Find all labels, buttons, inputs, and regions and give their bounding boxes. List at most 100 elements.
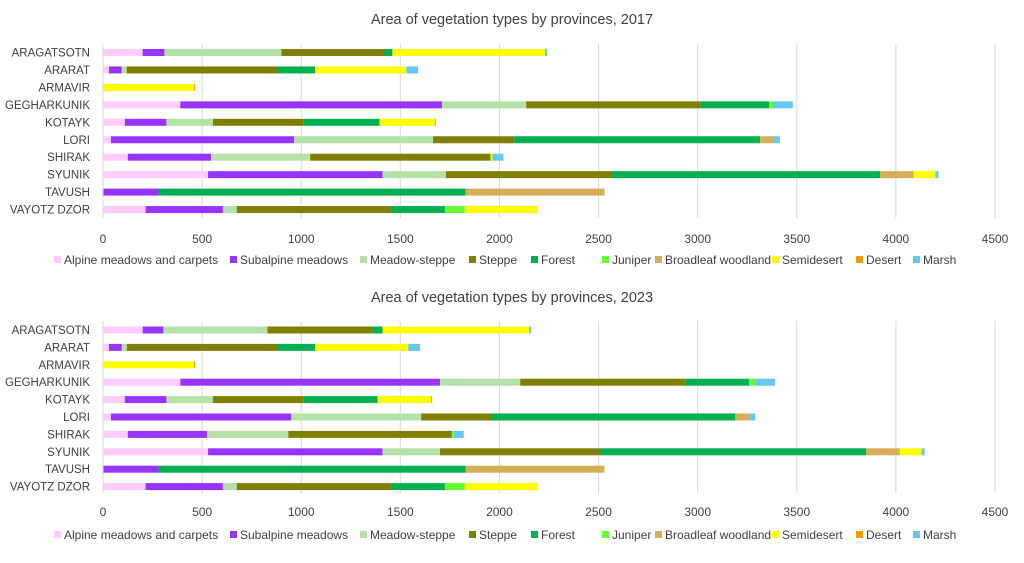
- x-tick-label: 4500: [982, 232, 1009, 246]
- bar-segment-steppe-lori: [421, 413, 492, 421]
- legend-swatch-juniper: [602, 531, 609, 538]
- category-label-ararat: ARARAT: [44, 342, 90, 354]
- bar-segment-subalpine-meadows-syunik: [208, 171, 383, 179]
- category-label-syunik: SYUNIK: [47, 447, 90, 459]
- legend-label-broadleaf-woodland: Broadleaf woodland: [665, 253, 771, 267]
- bar-segment-steppe-vayotz-dzor: [236, 206, 392, 214]
- bar-segment-alpine-meadows-and-carpets-vayotz-dzor: [103, 206, 146, 214]
- bar-segment-subalpine-meadows-syunik: [208, 448, 383, 456]
- bar-segment-alpine-meadows-and-carpets-shirak: [103, 153, 128, 161]
- bar-segment-meadow-steppe-shirak: [207, 430, 289, 438]
- x-tick-label: 4500: [982, 505, 1009, 519]
- bar-segment-forest-gegharkunik: [684, 378, 750, 386]
- bar-segment-semidesert-vayotz-dzor: [464, 483, 539, 491]
- bar-segment-marsh-aragatsotn: [545, 49, 548, 56]
- chart-title: Area of vegetation types by provinces, 2…: [371, 290, 653, 306]
- bar-segment-steppe-shirak: [310, 153, 491, 161]
- bar-segment-forest-vayotz-dzor: [391, 483, 445, 491]
- bar-segment-marsh-shirak: [453, 430, 464, 438]
- bar-segment-forest-gegharkunik: [700, 101, 770, 109]
- x-tick-label: 2000: [486, 232, 513, 246]
- bar-segment-steppe-gegharkunik: [526, 101, 701, 109]
- category-label-tavush: TAVUSH: [45, 464, 90, 476]
- category-label-aragatsotn: ARAGATSOTN: [12, 48, 90, 60]
- bar-segment-subalpine-meadows-shirak: [127, 430, 208, 438]
- bar-segment-semidesert-aragatsotn: [392, 49, 546, 56]
- bar-segment-subalpine-meadows-gegharkunik: [180, 378, 440, 386]
- bar-segment-forest-ararat: [277, 66, 316, 74]
- category-label-lori: LORI: [63, 135, 90, 147]
- bar-segment-forest-lori: [514, 136, 761, 144]
- bar-segment-steppe-kotayk: [213, 118, 304, 126]
- bar-segment-marsh-syunik: [921, 448, 925, 456]
- bar-segment-steppe-syunik: [439, 448, 601, 456]
- bar-segment-subalpine-meadows-shirak: [127, 153, 212, 161]
- bar-segment-alpine-meadows-and-carpets-syunik: [103, 171, 209, 179]
- x-tick-label: 500: [192, 505, 212, 519]
- bar-segment-subalpine-meadows-vayotz-dzor: [145, 483, 223, 491]
- bar-segment-meadow-steppe-shirak: [211, 153, 311, 161]
- x-tick-label: 2500: [585, 232, 612, 246]
- bar-segment-meadow-steppe-gegharkunik: [439, 378, 521, 386]
- bar-segment-broadleaf-woodland-syunik: [880, 171, 914, 179]
- category-label-tavush: TAVUSH: [45, 187, 90, 199]
- x-tick-label: 500: [192, 232, 212, 246]
- bar-segment-alpine-meadows-and-carpets-gegharkunik: [103, 101, 181, 109]
- x-tick-label: 1500: [387, 232, 414, 246]
- legend-label-semidesert: Semidesert: [782, 253, 843, 267]
- bar-segment-subalpine-meadows-gegharkunik: [180, 101, 442, 109]
- bar-segment-forest-syunik: [600, 448, 867, 456]
- x-tick-label: 3500: [783, 505, 810, 519]
- category-label-armavir: ARMAVIR: [38, 360, 90, 372]
- bar-segment-subalpine-meadows-aragatsotn: [142, 326, 164, 334]
- bar-segment-alpine-meadows-and-carpets-aragatsotn: [103, 49, 143, 56]
- bar-segment-forest-tavush: [158, 188, 466, 196]
- legend-label-subalpine-meadows: Subalpine meadows: [240, 528, 348, 542]
- category-label-shirak: SHIRAK: [47, 429, 90, 441]
- bar-segment-forest-aragatsotn: [372, 326, 383, 334]
- bar-segment-subalpine-meadows-tavush: [103, 188, 159, 196]
- bar-segment-juniper-gegharkunik: [769, 101, 773, 109]
- bar-segment-forest-tavush: [158, 465, 466, 473]
- bar-segment-alpine-meadows-and-carpets-aragatsotn: [103, 326, 143, 334]
- legend-swatch-semidesert: [772, 531, 779, 538]
- bar-segment-steppe-ararat: [126, 343, 278, 351]
- bar-segment-subalpine-meadows-kotayk: [124, 118, 167, 126]
- category-label-vayotz-dzor: VAYOTZ DZOR: [10, 205, 90, 217]
- x-tick-label: 2000: [486, 505, 513, 519]
- category-label-kotayk: KOTAYK: [45, 395, 90, 407]
- bar-segment-alpine-meadows-and-carpets-kotayk: [103, 396, 125, 404]
- legend-swatch-forest: [531, 531, 538, 538]
- bar-segment-meadow-steppe-aragatsotn: [163, 326, 268, 334]
- bar-segment-marsh-lori: [773, 136, 780, 144]
- legend-label-marsh: Marsh: [923, 528, 956, 542]
- bar-segment-subalpine-meadows-vayotz-dzor: [145, 206, 223, 214]
- bar-segment-alpine-meadows-and-carpets-ararat: [103, 343, 109, 351]
- bar-segment-forest-vayotz-dzor: [391, 206, 445, 214]
- bar-segment-marsh-gegharkunik: [755, 378, 775, 386]
- bar-segment-semidesert-aragatsotn: [382, 326, 530, 334]
- bar-segment-subalpine-meadows-tavush: [103, 465, 159, 473]
- x-tick-label: 3500: [783, 232, 810, 246]
- bar-segment-desert-armavir: [194, 361, 196, 369]
- bar-segment-desert-armavir: [194, 83, 196, 91]
- bar-segment-subalpine-meadows-ararat: [108, 66, 122, 74]
- bar-segment-semidesert-kotayk: [377, 396, 432, 404]
- x-tick-label: 3000: [684, 505, 711, 519]
- legend-label-forest: Forest: [541, 528, 576, 542]
- bar-segment-marsh-aragatsotn: [529, 326, 532, 334]
- bar-segment-forest-syunik: [611, 171, 881, 179]
- category-label-syunik: SYUNIK: [47, 170, 90, 182]
- bar-segment-meadow-steppe-syunik: [382, 171, 446, 179]
- legend-label-forest: Forest: [541, 253, 576, 267]
- legend-label-alpine-meadows-and-carpets: Alpine meadows and carpets: [64, 528, 218, 542]
- bar-segment-meadow-steppe-kotayk: [166, 118, 214, 126]
- bar-segment-forest-ararat: [277, 343, 316, 351]
- bar-segment-juniper-shirak: [451, 430, 454, 438]
- legend-label-broadleaf-woodland: Broadleaf woodland: [665, 528, 771, 542]
- bar-segment-marsh-lori: [749, 413, 756, 421]
- legend-swatch-subalpine-meadows: [230, 531, 237, 538]
- bar-segment-subalpine-meadows-kotayk: [124, 396, 167, 404]
- bar-segment-semidesert-kotayk: [379, 118, 436, 126]
